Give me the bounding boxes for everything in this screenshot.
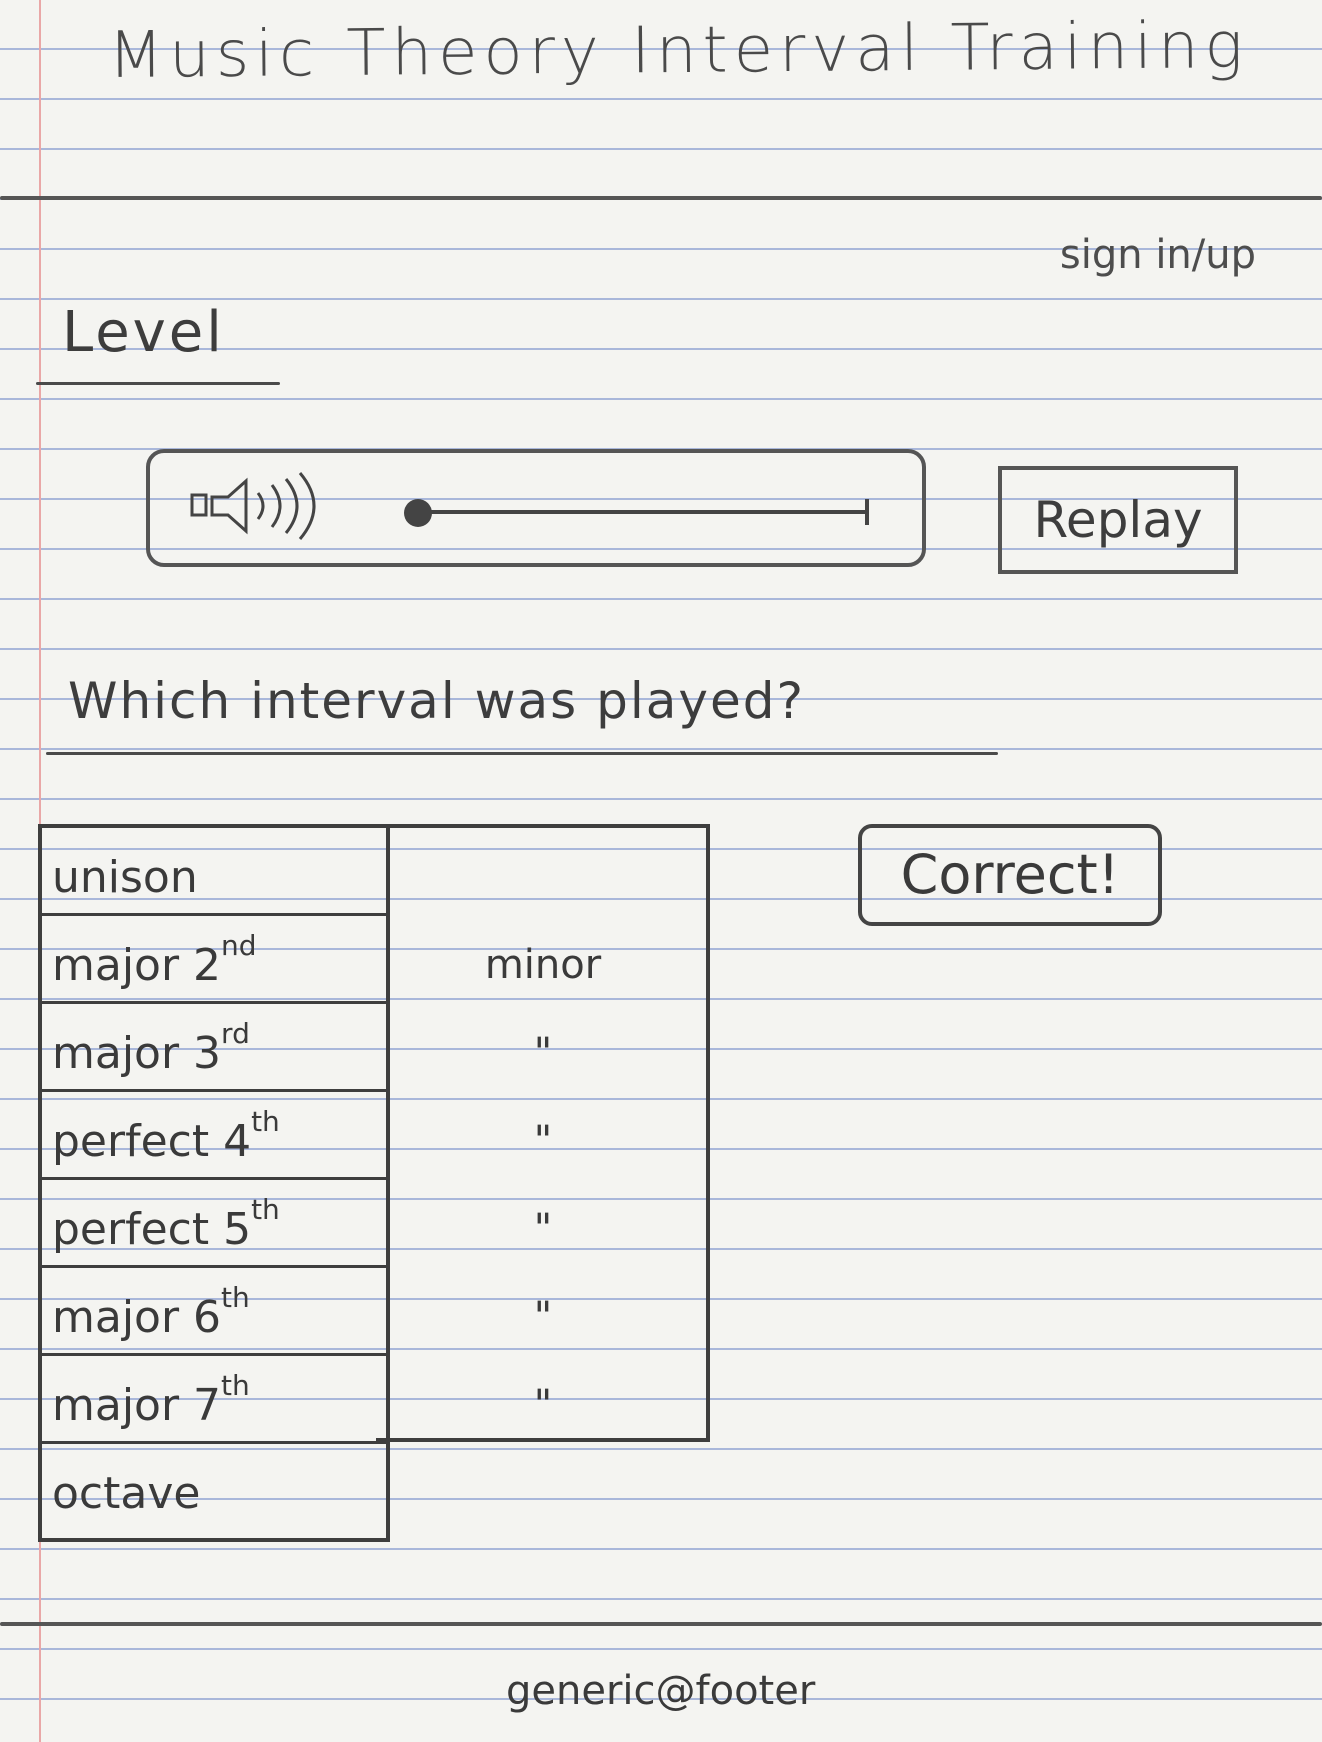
interval-option-2[interactable]: major 3rd — [38, 1004, 390, 1092]
minor-interval-option-2[interactable]: " — [533, 1030, 553, 1076]
interval-ordinal-suffix: th — [251, 1193, 280, 1226]
minor-interval-option-4[interactable]: " — [533, 1206, 553, 1252]
footer-divider — [0, 1622, 1322, 1626]
interval-option-7[interactable]: octave — [38, 1444, 390, 1532]
interval-option-6[interactable]: major 7th — [38, 1356, 390, 1444]
speaker-icon[interactable] — [188, 471, 348, 541]
interval-option-label: major 2 — [52, 940, 222, 991]
interval-answer-table: unison major 2nd minor major 3rd " perfect 4t… — [38, 824, 710, 1544]
footer-text: generic@footer — [506, 1668, 816, 1714]
interval-option-label: major 7 — [52, 1380, 222, 1431]
page-title: Music Theory Interval Training — [107, 9, 1250, 93]
interval-option-4[interactable]: perfect 5th — [38, 1180, 390, 1268]
major-column — [38, 824, 390, 1542]
interval-option-0[interactable]: unison — [38, 828, 390, 916]
level-underline — [36, 382, 280, 385]
playback-slider-track[interactable] — [416, 510, 866, 514]
interval-option-label: perfect 4 — [52, 1116, 252, 1167]
interval-option-label: perfect 5 — [52, 1204, 252, 1255]
question-text: Which interval was played? — [68, 672, 805, 730]
sign-in-link[interactable]: sign in/up — [1059, 232, 1256, 278]
audio-player — [146, 449, 926, 567]
minor-interval-option-3[interactable]: " — [533, 1118, 553, 1164]
interval-option-label: major 3 — [52, 1028, 222, 1079]
interval-option-label: major 6 — [52, 1292, 222, 1343]
header-divider — [0, 196, 1322, 200]
minor-interval-option-1[interactable]: minor — [484, 942, 602, 988]
interval-option-label: octave — [52, 1468, 201, 1519]
interval-option-5[interactable]: major 6th — [38, 1268, 390, 1356]
question-underline — [46, 752, 998, 755]
level-label: Level — [62, 300, 225, 365]
interval-option-label: unison — [52, 852, 198, 903]
playback-slider-end — [865, 499, 869, 525]
minor-column — [376, 824, 710, 1442]
interval-ordinal-suffix: th — [221, 1369, 250, 1402]
interval-ordinal-suffix: rd — [221, 1017, 250, 1050]
minor-interval-option-5[interactable]: " — [533, 1294, 553, 1340]
replay-button[interactable]: Replay — [998, 466, 1238, 574]
feedback-badge: Correct! — [858, 824, 1162, 926]
interval-ordinal-suffix: th — [251, 1105, 280, 1138]
interval-ordinal-suffix: th — [221, 1281, 250, 1314]
playback-slider-handle[interactable] — [404, 499, 432, 527]
minor-interval-option-6[interactable]: " — [533, 1382, 553, 1428]
interval-option-1[interactable]: major 2nd — [38, 916, 390, 1004]
interval-ordinal-suffix: nd — [221, 929, 257, 962]
interval-option-3[interactable]: perfect 4th — [38, 1092, 390, 1180]
